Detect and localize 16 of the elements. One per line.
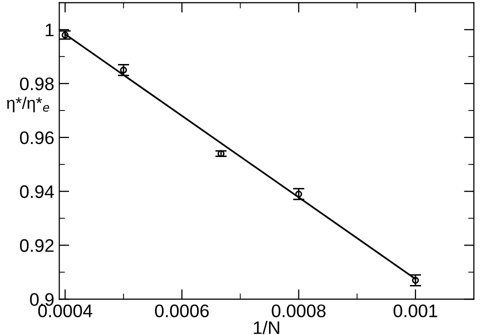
y-axis-title: η*/η*$_{e}$ (7, 96, 50, 112)
y-tick-label: 0.9 (30, 293, 54, 306)
y-tick-label: 0.94 (20, 185, 54, 198)
y-tick-label: 0.92 (20, 239, 54, 252)
y-tick-label: 1 (46, 24, 54, 36)
x-tick-label: 0.0004 (38, 304, 92, 318)
y-tick-label: 0.98 (20, 77, 54, 90)
x-tick-label: 0.001 (394, 304, 438, 318)
y-tick-label: 0.96 (20, 131, 54, 144)
x-tick-label: 0.0006 (155, 304, 209, 318)
x-tick-label: 0.0008 (272, 304, 326, 318)
x-axis-title: 1/N (254, 320, 280, 334)
point (218, 150, 224, 158)
point (412, 276, 419, 284)
point (120, 66, 127, 74)
point (295, 190, 302, 198)
